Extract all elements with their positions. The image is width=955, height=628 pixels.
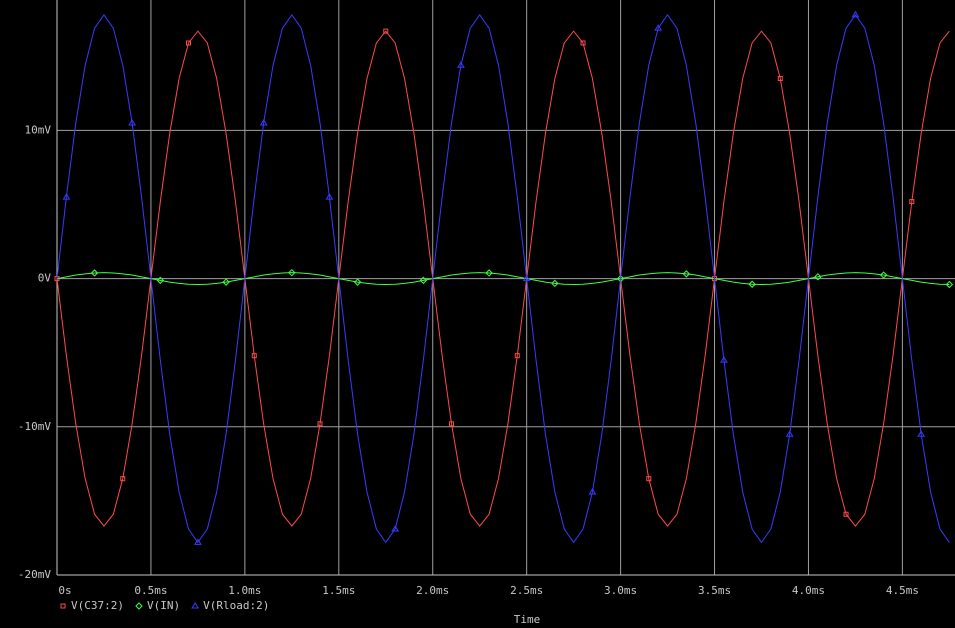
point-marker (580, 40, 586, 46)
point-marker (383, 28, 389, 34)
point-marker (120, 476, 126, 482)
point-marker (222, 278, 230, 286)
series-line (56, 272, 950, 286)
point-marker (682, 270, 691, 278)
point-marker (785, 430, 794, 437)
point-marker (646, 476, 652, 482)
point-marker (90, 269, 99, 277)
point-marker (457, 61, 465, 68)
y-tick-label: 0V (38, 272, 52, 285)
point-marker (777, 76, 783, 82)
legend-label: V(IN) (147, 599, 180, 612)
legend-marker (135, 602, 143, 610)
point-marker (325, 193, 334, 200)
point-marker (879, 271, 888, 279)
point-marker (353, 278, 362, 286)
point-marker (251, 353, 257, 359)
x-tick-label: 1.0ms (228, 584, 261, 597)
point-marker (419, 276, 428, 285)
x-tick-label: 2.0ms (416, 584, 449, 597)
x-tick-label: 0.5ms (134, 584, 167, 597)
point-marker (449, 421, 455, 427)
point-marker (259, 119, 268, 126)
point-marker (522, 274, 531, 282)
point-marker (945, 280, 954, 289)
y-tick-label: -20mV (18, 568, 51, 581)
y-tick-label: -10mV (18, 420, 51, 433)
point-marker (654, 24, 663, 31)
point-marker (909, 199, 915, 205)
series-line (56, 13, 950, 544)
point-marker (720, 356, 728, 363)
legend-item: V(IN) (135, 599, 180, 612)
point-marker (62, 193, 71, 200)
point-marker (485, 269, 493, 277)
legend-marker (191, 602, 199, 609)
y-tick-label: 10mV (25, 123, 52, 136)
point-marker (917, 430, 926, 437)
x-tick-label: 1.5ms (322, 584, 355, 597)
point-marker (156, 276, 165, 285)
point-marker (317, 421, 323, 427)
x-tick-label: 4.0ms (792, 584, 825, 597)
x-tick-label: 0s (58, 584, 71, 597)
legend-item: V(C37:2) (60, 599, 124, 612)
x-tick-label: 2.5ms (510, 584, 543, 597)
point-marker (186, 40, 192, 46)
series-line (56, 30, 950, 527)
x-tick-label: 3.0ms (604, 584, 637, 597)
point-marker (748, 280, 756, 288)
point-marker (588, 488, 597, 495)
point-marker (391, 525, 400, 532)
point-marker (814, 273, 822, 281)
point-marker (288, 268, 296, 277)
point-marker (194, 538, 202, 545)
point-marker (551, 279, 559, 288)
legend-label: V(Rload:2) (203, 599, 269, 612)
point-marker (514, 353, 520, 359)
legend-item: V(Rload:2) (191, 599, 269, 612)
point-marker (128, 119, 137, 126)
legend-marker (60, 603, 66, 609)
x-tick-label: 4.5ms (886, 584, 919, 597)
point-marker (851, 10, 860, 18)
x-tick-label: 3.5ms (698, 584, 731, 597)
point-marker (843, 511, 849, 517)
x-axis-label: Time (514, 613, 541, 626)
legend-label: V(C37:2) (71, 599, 124, 612)
